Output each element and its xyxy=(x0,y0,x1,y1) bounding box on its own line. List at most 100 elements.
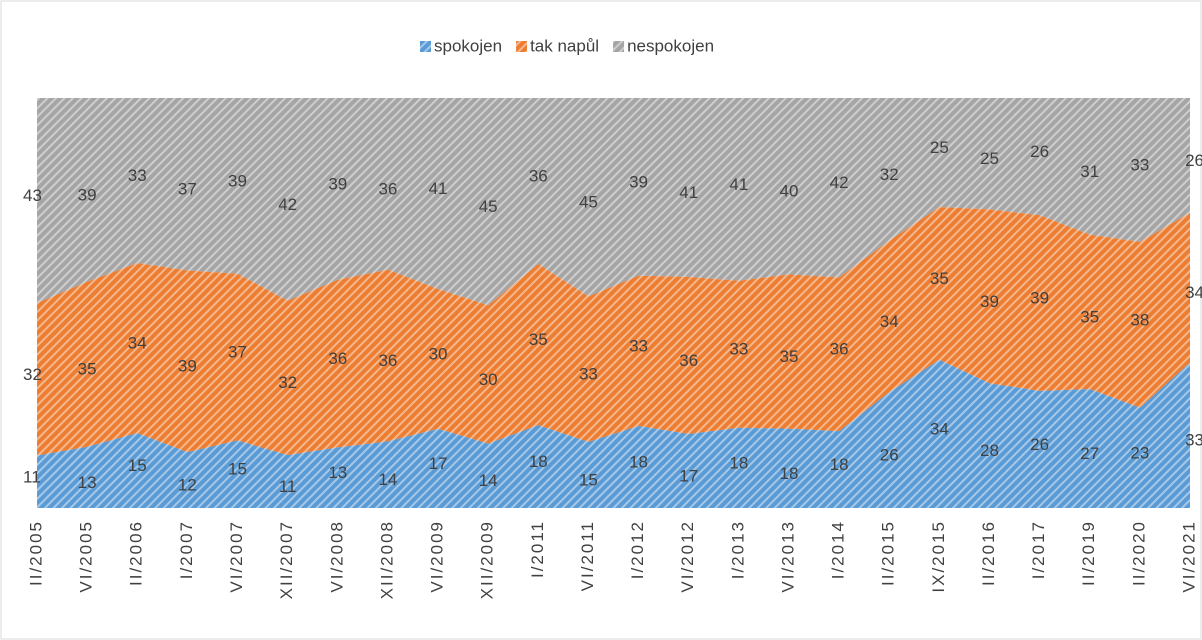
x-tick-label: II/2016 xyxy=(979,520,998,586)
data-label: 36 xyxy=(378,351,397,370)
data-label: 26 xyxy=(1030,435,1049,454)
data-label: 37 xyxy=(228,343,247,362)
data-label: 39 xyxy=(228,171,247,190)
data-label: 33 xyxy=(1130,155,1149,174)
data-label: 32 xyxy=(23,365,42,384)
data-label: 23 xyxy=(1130,443,1149,462)
data-label: 34 xyxy=(880,312,899,331)
data-label: 41 xyxy=(729,175,748,194)
data-label: 36 xyxy=(679,351,698,370)
area xyxy=(37,98,1190,306)
data-label: 17 xyxy=(429,454,448,473)
data-label: 40 xyxy=(779,182,798,201)
x-tick-label: II/2006 xyxy=(127,520,146,586)
data-label: 25 xyxy=(930,138,949,157)
data-label: 36 xyxy=(328,349,347,368)
x-tick-label: I/2007 xyxy=(177,520,196,579)
legend-swatch xyxy=(516,41,528,52)
x-tick-label: XII/2008 xyxy=(377,520,396,599)
data-label: 39 xyxy=(178,357,197,376)
x-tick-label: II/2005 xyxy=(26,520,45,586)
data-label: 18 xyxy=(529,452,548,471)
data-label: 42 xyxy=(278,195,297,214)
data-label: 27 xyxy=(1080,444,1099,463)
data-label: 42 xyxy=(830,173,849,192)
data-label: 43 xyxy=(23,186,42,205)
data-label: 33 xyxy=(629,336,648,355)
x-tick-label: I/2012 xyxy=(628,520,647,579)
x-tick-label: VI/2009 xyxy=(428,520,447,593)
data-label: 35 xyxy=(78,360,97,379)
data-label: 33 xyxy=(729,340,748,359)
x-tick-label: I/2017 xyxy=(1029,520,1048,579)
data-label: 31 xyxy=(1080,162,1099,181)
legend: spokojen tak napůl nespokojen xyxy=(420,36,714,55)
x-tick-label: I/2013 xyxy=(728,520,747,579)
data-label: 13 xyxy=(78,473,97,492)
x-tick-label: VI/2007 xyxy=(227,520,246,593)
data-label: 18 xyxy=(729,453,748,472)
data-label: 30 xyxy=(429,344,448,363)
data-label: 34 xyxy=(930,419,949,438)
x-tick-label: II/2020 xyxy=(1129,520,1148,586)
data-label: 11 xyxy=(23,467,41,486)
data-label: 39 xyxy=(328,174,347,193)
area xyxy=(37,359,1190,508)
x-tick-label: I/2011 xyxy=(528,520,547,578)
data-label: 15 xyxy=(228,460,247,479)
data-label: 33 xyxy=(128,166,147,185)
data-label: 17 xyxy=(679,466,698,485)
data-label: 13 xyxy=(328,463,347,482)
x-tick-label: VI/2021 xyxy=(1179,520,1198,593)
data-label: 15 xyxy=(128,456,147,475)
data-label: 39 xyxy=(629,172,648,191)
data-label: 45 xyxy=(579,193,598,212)
legend-label: nespokojen xyxy=(627,36,714,55)
data-label: 28 xyxy=(980,441,999,460)
data-label: 37 xyxy=(178,180,197,199)
data-label: 41 xyxy=(679,183,698,202)
data-label: 36 xyxy=(830,340,849,359)
data-label: 26 xyxy=(1185,151,1202,170)
data-label: 33 xyxy=(1185,431,1202,450)
x-tick-label: II/2015 xyxy=(879,520,898,586)
data-label: 18 xyxy=(779,464,798,483)
data-label: 32 xyxy=(880,165,899,184)
data-label: 32 xyxy=(278,373,297,392)
data-label: 36 xyxy=(378,179,397,198)
data-label: 35 xyxy=(779,347,798,366)
data-label: 25 xyxy=(980,149,999,168)
x-tick-label: IX/2015 xyxy=(929,520,948,593)
data-label: 34 xyxy=(1185,283,1202,302)
data-label: 11 xyxy=(279,477,297,496)
data-label: 36 xyxy=(529,166,548,185)
x-tick-label: VI/2013 xyxy=(778,520,797,593)
data-label: 15 xyxy=(579,470,598,489)
data-label: 45 xyxy=(479,197,498,216)
data-label: 38 xyxy=(1130,310,1149,329)
x-tick-label: VI/2012 xyxy=(678,520,697,593)
x-tick-label: VI/2011 xyxy=(578,520,597,591)
data-label: 33 xyxy=(579,365,598,384)
x-tick-label: XII/2007 xyxy=(277,520,296,599)
data-label: 35 xyxy=(529,330,548,349)
legend-swatch xyxy=(420,41,431,52)
data-label: 18 xyxy=(830,455,849,474)
data-label: 39 xyxy=(78,185,97,204)
legend-label: tak napůl xyxy=(530,36,599,55)
x-tick-label: VI/2005 xyxy=(77,520,96,593)
data-label: 35 xyxy=(1080,307,1099,326)
data-label: 34 xyxy=(128,333,147,352)
data-label: 18 xyxy=(629,452,648,471)
data-label: 12 xyxy=(178,476,197,495)
data-label: 14 xyxy=(479,471,498,490)
x-tick-label: II/2019 xyxy=(1079,520,1098,586)
data-label: 30 xyxy=(479,370,498,389)
x-tick-label: VI/2008 xyxy=(327,520,346,593)
legend-swatch xyxy=(613,41,625,52)
data-label: 41 xyxy=(429,179,448,198)
data-label: 26 xyxy=(880,446,899,465)
data-label: 35 xyxy=(930,269,949,288)
x-tick-label: XII/2009 xyxy=(478,520,497,599)
